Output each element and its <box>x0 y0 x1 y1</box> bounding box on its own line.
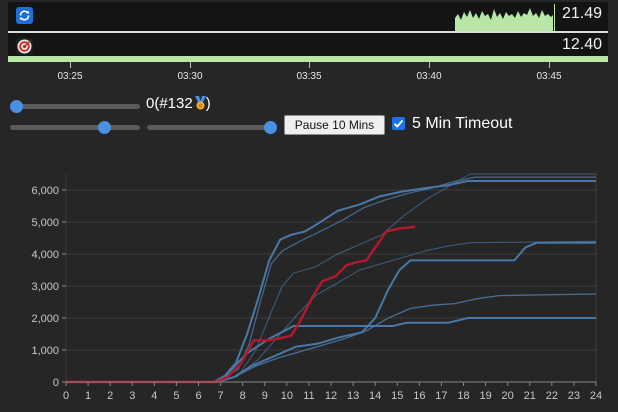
y-tick-label: 2,000 <box>31 313 59 325</box>
series-line <box>66 173 596 383</box>
x-tick-label: 14 <box>369 390 381 402</box>
time-tick-label: 03:25 <box>57 71 83 82</box>
counter-value: 0 <box>146 95 155 112</box>
x-tick-label: 2 <box>107 390 113 402</box>
x-tick-label: 5 <box>173 390 179 402</box>
speed-slider[interactable] <box>10 121 140 134</box>
activity-bar <box>8 56 608 62</box>
time-tick <box>70 62 71 68</box>
series-line <box>66 317 596 383</box>
slider-handle[interactable] <box>10 100 23 113</box>
time-tick-label: 03:35 <box>296 71 322 82</box>
rank-text: (#132 <box>154 95 193 112</box>
chart-series <box>66 173 597 384</box>
x-tick-label: 23 <box>568 390 580 402</box>
zoom-slider[interactable] <box>147 121 277 134</box>
sync-value: 21.49 <box>561 5 602 22</box>
x-tick-label: 10 <box>281 390 293 402</box>
x-tick-label: 1 <box>85 390 91 402</box>
time-tick-label: 03:30 <box>177 71 203 82</box>
y-tick-label: 6,000 <box>31 185 59 197</box>
x-tick-label: 8 <box>240 390 246 402</box>
x-tick-label: 12 <box>325 390 337 402</box>
x-tick-label: 16 <box>413 390 425 402</box>
x-tick-label: 24 <box>590 390 602 402</box>
target-icon[interactable] <box>16 38 33 55</box>
time-tick <box>309 62 310 68</box>
x-tick-label: 21 <box>524 390 536 402</box>
counter-display: 0(#132 ) <box>146 95 211 112</box>
x-tick-label: 15 <box>391 390 403 402</box>
medal-icon <box>194 96 206 110</box>
target-value: 12.40 <box>561 36 602 53</box>
x-tick-label: 11 <box>303 390 314 402</box>
x-tick-label: 4 <box>151 390 157 402</box>
time-tick <box>549 62 550 68</box>
x-tick-label: 22 <box>546 390 558 402</box>
highlight-series-line <box>66 225 416 384</box>
time-tick <box>190 62 191 68</box>
series-line <box>66 180 596 383</box>
x-tick-label: 7 <box>218 390 224 402</box>
timeout-label: 5 Min Timeout <box>412 115 513 132</box>
x-tick-label: 20 <box>502 390 514 402</box>
time-tick-label: 03:45 <box>536 71 562 82</box>
slider-handle[interactable] <box>264 121 277 134</box>
x-tick-label: 3 <box>129 390 135 402</box>
sync-sparkline <box>455 4 555 31</box>
slider-handle[interactable] <box>97 121 111 134</box>
check-icon <box>393 119 404 128</box>
range-slider[interactable] <box>10 100 140 113</box>
series-line <box>66 293 597 383</box>
y-tick-label: 1,000 <box>31 345 59 357</box>
x-tick-label: 6 <box>195 390 201 402</box>
x-tick-label: 17 <box>435 390 447 402</box>
sync-stat-row: 21.49 <box>8 2 608 31</box>
time-axis: 03:25 03:30 03:35 03:40 03:45 <box>8 62 608 86</box>
series-line <box>66 176 596 383</box>
series-line <box>66 240 597 383</box>
series-line <box>66 241 596 383</box>
time-tick-label: 03:40 <box>416 71 442 82</box>
y-tick-label: 5,000 <box>31 217 59 229</box>
x-tick-label: 18 <box>457 390 469 402</box>
time-tick <box>429 62 430 68</box>
x-tick-label: 13 <box>347 390 359 402</box>
pause-button[interactable]: Pause 10 Mins <box>284 115 385 135</box>
rank-close: ) <box>205 95 211 112</box>
y-tick-label: 3,000 <box>31 281 59 293</box>
x-tick-label: 9 <box>262 390 268 402</box>
row-divider <box>8 31 608 33</box>
x-tick-label: 0 <box>63 390 69 402</box>
y-tick-label: 4,000 <box>31 249 59 261</box>
y-tick-label: 0 <box>53 377 59 389</box>
sync-icon[interactable] <box>16 7 33 24</box>
x-tick-label: 19 <box>479 390 491 402</box>
timeout-checkbox[interactable] <box>392 117 405 130</box>
